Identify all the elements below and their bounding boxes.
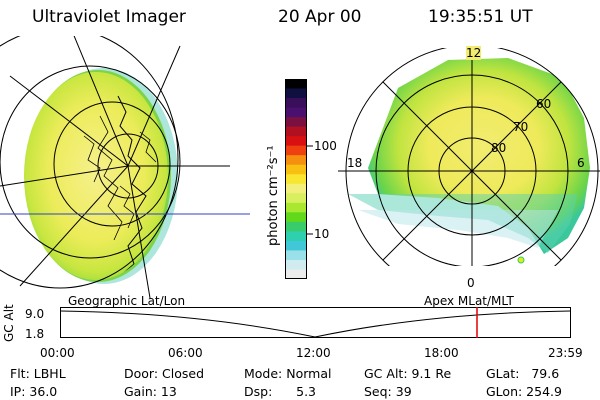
colorbar-segment [285,231,307,242]
status-gain: Gain: 13 [124,384,177,399]
lat-label-60: 60 [536,97,552,111]
status-filter: Flt: LBHL [10,366,66,381]
colorbar-segment [285,269,307,279]
polar-emission [348,58,590,254]
mlt-label-0: 0 [467,276,475,290]
colorbar-segment [285,240,307,252]
left-panel-caption: Geographic Lat/Lon [68,294,186,308]
colorbar-segment [285,126,307,137]
status-glat: GLat: 79.6 [486,366,560,381]
lat-label-70: 70 [513,120,529,134]
xtick-1200: 12:00 [296,346,331,360]
colorbar-segment [285,193,307,204]
xtick-0000: 00:00 [40,346,75,360]
status-seq: Seq: 39 [364,384,412,399]
mlt-label-6: 6 [577,156,585,170]
auroral-oval [24,72,168,280]
geographic-grid [0,36,230,298]
status-glon: GLon: 254.9 [486,384,562,399]
coastlines [83,95,157,277]
altitude-timeline [60,307,571,338]
xtick-1800: 18:00 [424,346,459,360]
colorbar-segment [285,107,307,118]
colorbar-segment [285,98,307,109]
ytick-9-0: 9.0 [25,307,45,321]
colorbar-ticks [307,145,313,235]
xtick-0600: 06:00 [168,346,203,360]
colorbar-segment [285,88,307,99]
colorbar-segment [285,136,307,147]
altitude-curve [60,310,571,338]
colorbar-segment [285,212,307,223]
colorbar-segment [285,221,307,232]
colorbar-border [285,79,307,279]
colorbar-unit-label: photon cm⁻²s⁻¹ [266,145,281,246]
colorbar-segment [285,250,307,261]
polar-bright-spot [517,256,525,264]
mlt-label-18: 18 [347,156,363,170]
colorbar-segment [285,202,307,213]
colorbar-tick-10: 10 [314,227,330,241]
colorbar-segment [285,174,307,185]
mlt-label-12: 12 [466,46,482,60]
ytick-1-8: 1.8 [25,327,45,341]
instrument-title: Ultraviolet Imager [32,7,186,27]
colorbar-segment [285,164,307,175]
time-label: 19:35:51 UT [428,7,533,27]
timeline-ylabel: GC Alt [2,304,16,342]
colorbar-segment [285,183,307,194]
polar-mlt-panel [338,48,600,266]
date-label: 20 Apr 00 [278,7,362,27]
geographic-image-panel [0,36,250,298]
status-mode: Mode: Normal [244,366,332,381]
colorbar-segment [285,117,307,128]
colorbar-tick-100: 100 [314,139,337,153]
status-ip: IP: 36.0 [10,384,58,399]
status-gc-alt: GC Alt: 9.1 Re [364,366,452,381]
colorbar-segment [285,79,307,90]
xtick-2359: 23:59 [548,346,583,360]
color-scale-bar [285,79,307,279]
lat-label-80: 80 [491,141,507,155]
status-door: Door: Closed [124,366,205,381]
colorbar-segment [285,155,307,166]
colorbar-segment [285,145,307,156]
status-dsp: Dsp: 5.3 [244,384,317,399]
right-panel-caption: Apex MLat/MLT [424,294,514,308]
polar-grid [338,48,600,266]
colorbar-segment [285,259,307,271]
